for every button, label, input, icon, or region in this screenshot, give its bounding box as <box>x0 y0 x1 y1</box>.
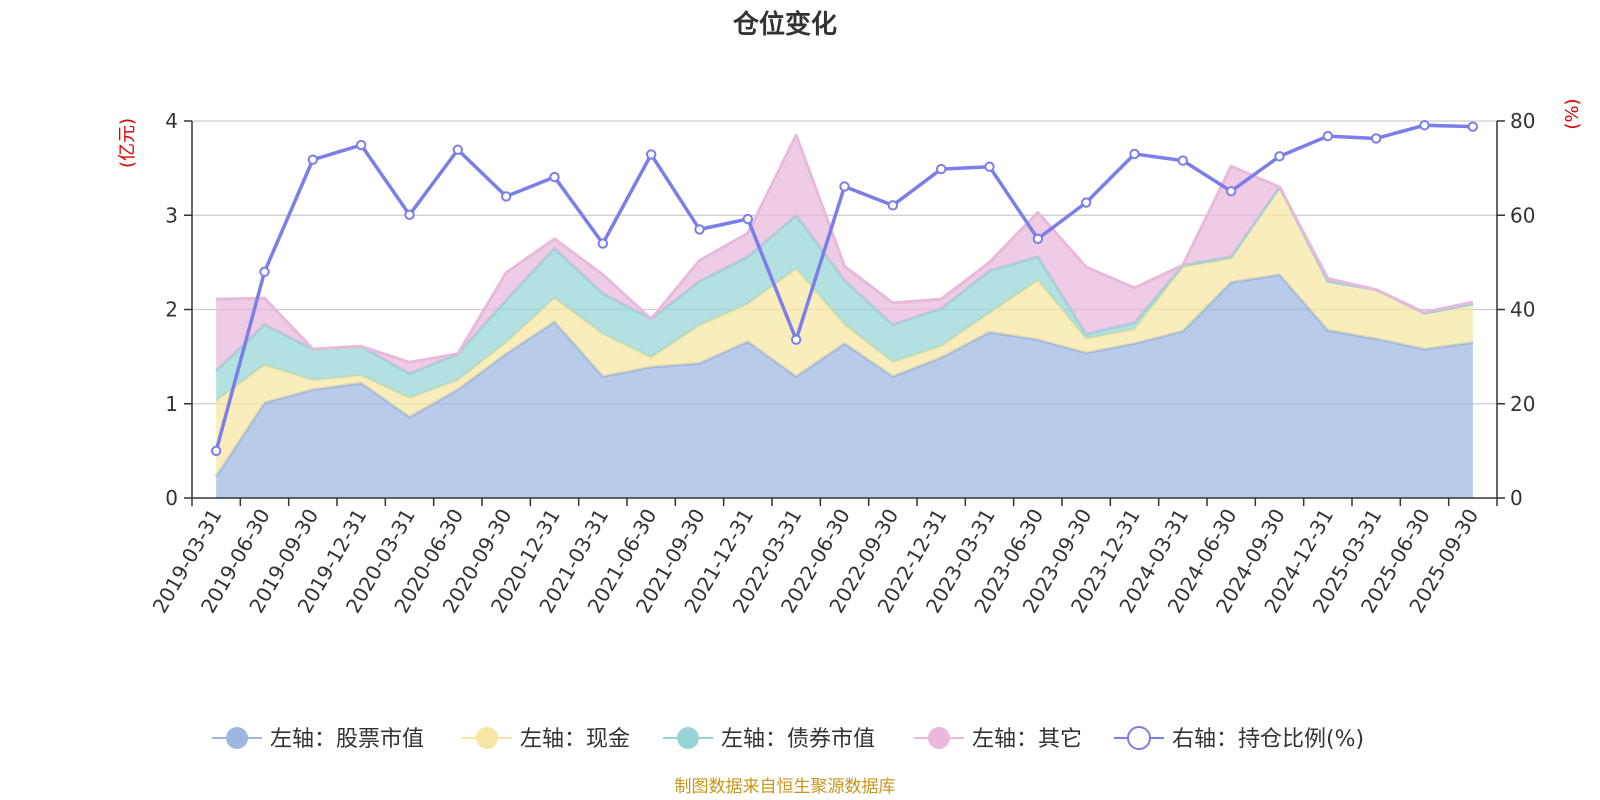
ratio-point <box>210 445 222 457</box>
ratio-point <box>1177 155 1189 166</box>
left-tick-label: 2 <box>165 298 178 322</box>
ratio-point <box>1370 133 1382 144</box>
area-3 <box>216 186 1473 401</box>
ratio-point <box>742 213 754 225</box>
line-markers <box>210 120 1479 457</box>
legend-item[interactable]: 右轴：持仓比例(%) <box>1114 726 1364 752</box>
ratio-point <box>839 181 850 192</box>
ratio-point <box>984 161 995 172</box>
data-source-note: 制图数据来自恒生聚源数据库 <box>675 777 896 797</box>
ratio-point <box>1419 120 1430 131</box>
right-tick-label: 20 <box>1510 392 1535 416</box>
left-tick-label: 3 <box>165 203 178 227</box>
ratio-point <box>500 191 512 202</box>
legend-label: 左轴：债券市值 <box>721 727 875 752</box>
ratio-point <box>1467 121 1479 132</box>
legend: 左轴：股票市值 左轴：现金 左轴：债券市值 左轴：其它 右轴：持仓比例(%) <box>212 726 1364 752</box>
ratio-point <box>259 266 270 277</box>
ratio-point <box>404 209 415 220</box>
legend-item[interactable]: 左轴：现金 <box>462 727 630 752</box>
ratio-point <box>355 139 367 151</box>
ratio-point <box>694 224 705 235</box>
left-axis-unit-label: (亿元) <box>117 118 138 168</box>
ratio-point <box>1032 233 1044 245</box>
ratio-point <box>597 238 609 249</box>
ratio-point <box>1225 186 1237 197</box>
legend-label: 左轴：现金 <box>520 727 630 752</box>
legend-marker <box>1127 726 1151 750</box>
chart-title: 仓位变化 <box>732 9 837 40</box>
left-tick-label: 1 <box>165 392 178 416</box>
legend-marker <box>226 727 248 749</box>
ratio-point <box>1080 197 1092 208</box>
ratio-point <box>887 200 899 211</box>
left-tick-label: 0 <box>165 486 178 510</box>
legend-item[interactable]: 左轴：股票市值 <box>212 727 424 752</box>
ratio-point <box>790 334 802 345</box>
legend-marker <box>476 727 498 749</box>
right-tick-label: 60 <box>1510 203 1535 227</box>
legend-marker <box>677 727 699 749</box>
ratio-point <box>645 149 657 160</box>
legend-marker <box>928 727 950 749</box>
area-1 <box>216 274 1473 498</box>
legend-label: 左轴：股票市值 <box>270 727 424 752</box>
ratio-point <box>1274 151 1285 162</box>
ratio-point <box>1322 130 1334 142</box>
area-4 <box>216 135 1473 374</box>
right-tick-label: 80 <box>1510 109 1535 133</box>
left-tick-label: 4 <box>165 109 178 133</box>
area-layers <box>214 133 1474 498</box>
ratio-point <box>935 163 947 175</box>
right-axis-unit-label: (%) <box>1562 98 1583 129</box>
legend-item[interactable]: 左轴：其它 <box>914 727 1082 752</box>
area-edge-4 <box>216 133 1474 364</box>
ratio-point <box>1129 148 1140 160</box>
legend-item[interactable]: 左轴：债券市值 <box>663 727 875 752</box>
legend-label: 左轴：其它 <box>972 727 1082 752</box>
right-tick-label: 40 <box>1510 298 1535 322</box>
ratio-point <box>307 154 319 165</box>
legend-label: 右轴：持仓比例(%) <box>1172 727 1364 752</box>
area-2 <box>216 186 1473 477</box>
ratio-point <box>549 171 560 183</box>
right-tick-label: 0 <box>1510 486 1523 510</box>
ratio-point <box>452 144 464 155</box>
